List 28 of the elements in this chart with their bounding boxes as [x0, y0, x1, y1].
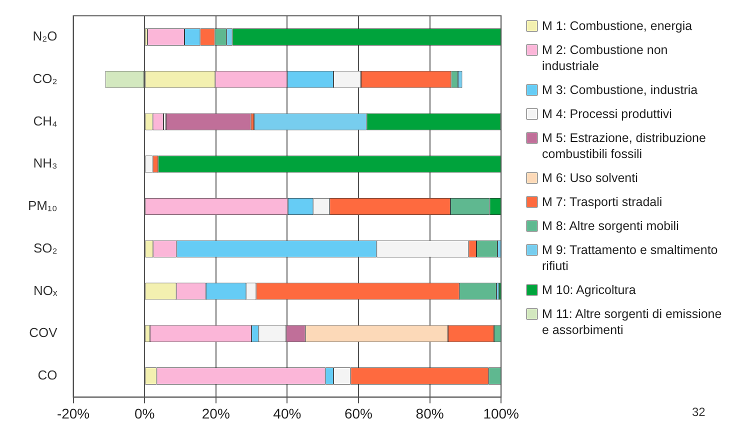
legend-label: M 11: Altre sorgenti di emissione e assorbimenti — [542, 306, 723, 338]
y-tick-label: SO₂ — [33, 240, 58, 256]
y-tick-label: N₂O — [32, 28, 58, 44]
x-tick-label: -20% — [56, 405, 90, 422]
legend-label: M 6: Uso solventi — [542, 170, 638, 186]
legend-label: M 3: Combustione, industria — [542, 82, 698, 98]
legend-label: M 10: Agricoltura — [542, 282, 636, 298]
x-tick-label: 80% — [416, 405, 444, 422]
x-tick-label: 40% — [273, 405, 302, 422]
legend-label: M 2: Combustione non industriale — [542, 42, 669, 74]
legend-label: M 9: Trattamento e smaltimento rifiuti — [542, 242, 719, 274]
x-tick-label: 60% — [344, 405, 373, 422]
y-tick-label: CH₄ — [33, 113, 58, 128]
x-tick-label: 0% — [134, 405, 155, 422]
y-tick-label: COV — [29, 325, 58, 340]
y-tick-label: CO — [38, 368, 58, 383]
legend-label: M 1: Combustione, energia — [542, 18, 692, 34]
x-tick-label: 20% — [202, 405, 230, 422]
y-tick-label: NOₓ — [34, 282, 58, 298]
legend-label: M 5: Estrazione, distribuzione combustibili fossili — [542, 130, 707, 162]
legend-label: M 8: Altre sorgenti mobili — [542, 218, 679, 234]
x-tick-label: 100% — [483, 405, 520, 422]
y-tick-label: PM₁₀ — [28, 198, 58, 214]
text: 32 — [692, 405, 706, 419]
legend-label: M 4: Processi produttivi — [542, 106, 672, 122]
y-tick-label: CO₂ — [32, 70, 58, 86]
legend-label: M 7: Trasporti stradali — [542, 194, 662, 210]
y-tick-label: NH₃ — [33, 156, 58, 171]
